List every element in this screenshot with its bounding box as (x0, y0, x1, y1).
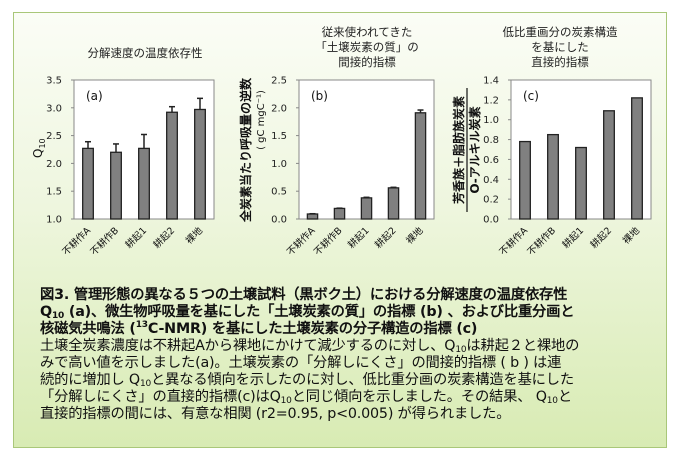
y-tick-label: 1.4 (483, 76, 499, 87)
y-axis-label-denominator: O-アルキル炭素 (467, 106, 482, 193)
y-tick-label: 0.8 (483, 135, 499, 146)
x-tick-label: 耕起1 (123, 225, 149, 251)
bar (333, 207, 346, 220)
chart-title-line: 従来使われてきた (322, 25, 413, 39)
x-tick-label: 不耕作B (311, 225, 344, 258)
y-tick-label: 0.2 (483, 195, 499, 206)
bar (166, 111, 178, 220)
panel-label: (c) (523, 89, 539, 103)
bar (138, 147, 150, 220)
caption-line: 図3. 管理形態の異なる５つの土壌試料（黒ボク土）における分解速度の温度依存性 (40, 287, 660, 304)
chart-title-line: 低比重画分の炭素構造 (503, 25, 618, 39)
y-tick-label: 0.6 (483, 155, 499, 166)
caption-text: C-NMR) を基にした土壌炭素の分子構造の指標 (c) (147, 321, 478, 337)
y-tick-label: 0.4 (483, 175, 499, 186)
caption-line: 核磁気共鳴法 (13C-NMR) を基にした土壌炭素の分子構造の指標 (c) (40, 321, 660, 338)
panel-label: (a) (86, 89, 103, 103)
subscript: 10 (546, 396, 558, 406)
subscript: 10 (139, 379, 152, 389)
x-tick-label: 裸地 (620, 224, 642, 246)
x-tick-label: 裸地 (404, 224, 426, 246)
x-tick-label: 裸地 (183, 224, 205, 246)
chart-title-line: 「土壌炭素の質」の (315, 40, 419, 54)
caption-line: 土壌全炭素濃度は不耕起Aから裸地にかけて減少するのに対し、Q10は耕起２と裸地の (40, 338, 660, 355)
x-tick-label: 不耕作B (525, 225, 558, 258)
figure-caption: 図3. 管理形態の異なる５つの土壌試料（黒ボク土）における分解速度の温度依存性 Q… (40, 287, 660, 423)
x-tick-label: 不耕作B (88, 225, 121, 258)
caption-text: 続的に増加し Q (40, 372, 140, 388)
caption-text: 核磁気共鳴法 ( (40, 321, 136, 337)
bar (194, 108, 206, 220)
caption-line: 「分解しにくさ」の直接的指標(c)はQ10と同じ傾向を示しました。その結果、 Q… (40, 389, 660, 406)
bar (603, 110, 615, 220)
y-axis-label: Q10 (31, 138, 47, 158)
superscript: 13 (135, 320, 148, 331)
bar (306, 213, 319, 220)
bar (110, 151, 122, 220)
caption-text: と (557, 389, 572, 405)
x-tick-label: 不耕作A (60, 224, 94, 258)
caption-text: 直接的指標の間には、有意な相関 (r2=0.95, p<0.005) が得られま… (40, 406, 511, 422)
y-tick-label: 0.5 (271, 187, 287, 198)
panel-label: (b) (311, 89, 328, 103)
caption-line: みで高い値を示しました(a)。土壌炭素の「分解しにくさ」の間接的指標 ( b )… (40, 355, 660, 372)
bar (547, 133, 559, 220)
subscript: 10 (280, 396, 292, 406)
caption-text: Q (40, 304, 52, 320)
chart-title-line: 直接的指標 (531, 55, 589, 69)
y-tick-label: 3.5 (46, 76, 62, 87)
caption-text: 図3. 管理形態の異なる５つの土壌試料（黒ボク土）における分解速度の温度依存性 (40, 287, 568, 303)
y-tick-label: 2.0 (271, 103, 287, 114)
caption-line: Q10 (a)、微生物呼吸量を基にした「土壌炭素の質」の指標 (b) 、および比… (40, 304, 660, 321)
caption-text: 「分解しにくさ」の直接的指標(c)はQ (40, 389, 281, 405)
subscript: 10 (51, 311, 65, 321)
caption-line: 直接的指標の間には、有意な相関 (r2=0.95, p<0.005) が得られま… (40, 406, 660, 423)
x-tick-label: 耕起2 (372, 225, 398, 251)
plot-area (298, 79, 435, 220)
bar (360, 197, 373, 220)
y-axis-label-numerator: 芳香族＋脂肪族炭素 (451, 96, 466, 204)
y-tick-label: 2.5 (271, 76, 287, 87)
y-tick-label: 2.5 (46, 131, 62, 142)
y-axis-label: 全炭素当たり呼吸量の逆数 (238, 77, 253, 223)
caption-text: と異なる傾向を示したのに対し、低比重分画の炭素構造を基にした (151, 372, 574, 388)
y-axis-label-unit: ( gC mgC⁻¹) (256, 90, 267, 150)
caption-line: 続的に増加し Q10と異なる傾向を示したのに対し、低比重分画の炭素構造を基にした (40, 372, 660, 389)
x-tick-label: 耕起1 (560, 225, 586, 251)
caption-text: は耕起２と裸地の (466, 338, 580, 354)
bar (575, 146, 587, 220)
bar (631, 97, 643, 220)
bar (519, 140, 531, 220)
y-tick-label: 3.0 (46, 103, 62, 114)
bar (82, 147, 94, 220)
y-tick-label: 0.0 (271, 215, 287, 226)
caption-text: 土壌全炭素濃度は不耕起Aから裸地にかけて減少するのに対し、Q (40, 338, 456, 354)
x-tick-label: 耕起1 (345, 225, 371, 251)
caption-text: みで高い値を示しました(a)。土壌炭素の「分解しにくさ」の間接的指標 ( b )… (40, 355, 562, 371)
bar (414, 112, 427, 220)
y-tick-label: 2.0 (46, 159, 62, 170)
y-tick-label: 1.2 (483, 95, 499, 106)
x-tick-label: 耕起2 (151, 225, 177, 251)
y-tick-label: 1.5 (271, 131, 287, 142)
y-tick-label: 1.0 (483, 115, 499, 126)
caption-text: と同じ傾向を示しました。その結果、 Q (291, 389, 547, 405)
x-tick-label: 耕起2 (588, 225, 614, 251)
x-tick-label: 不耕作A (497, 224, 531, 258)
caption-text: (a)、微生物呼吸量を基にした「土壌炭素の質」の指標 (b) 、および比重分画と (64, 304, 575, 320)
y-tick-label: 1.5 (46, 187, 62, 198)
y-tick-label: 0.0 (483, 215, 499, 226)
chart-title-line: 分解速度の温度依存性 (88, 46, 203, 60)
x-tick-label: 不耕作A (284, 224, 318, 258)
chart-title-line: 間接的指標 (338, 55, 396, 69)
y-tick-label: 1.0 (46, 215, 62, 226)
bar (387, 187, 400, 220)
y-tick-label: 1.0 (271, 159, 287, 170)
subscript: 10 (455, 345, 467, 355)
chart-title-line: を基にした (531, 40, 589, 54)
